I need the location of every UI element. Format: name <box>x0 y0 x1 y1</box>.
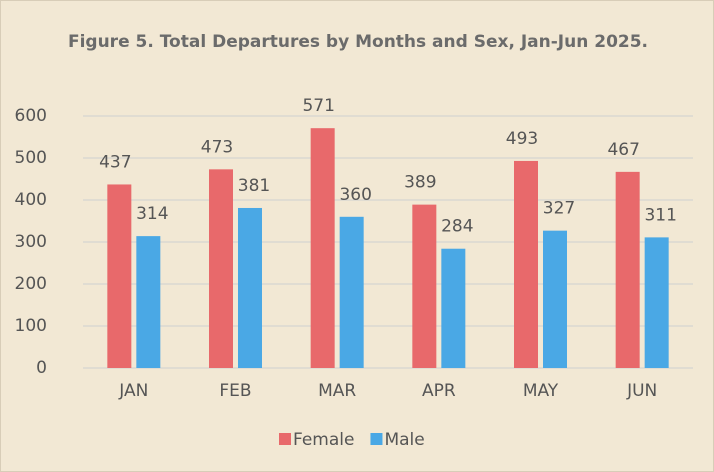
bar <box>340 217 364 368</box>
x-tick-label: FEB <box>219 381 251 401</box>
data-label: 314 <box>136 204 168 224</box>
x-tick-label: MAR <box>318 381 356 401</box>
data-label: 467 <box>607 140 639 160</box>
chart-container: Figure 5. Total Departures by Months and… <box>0 0 714 472</box>
y-tick-label: 500 <box>15 148 47 168</box>
data-label: 311 <box>644 205 676 225</box>
y-tick-label: 400 <box>15 190 47 210</box>
bar <box>412 205 436 368</box>
legend-label: Female <box>293 430 354 450</box>
chart: 0 100 200 300 400 500 600 JAN 437 314 FEB 473381 MAR… <box>1 1 713 471</box>
y-tick-label: 200 <box>15 274 47 294</box>
legend-swatch <box>370 433 382 445</box>
legend-label: Male <box>384 430 424 450</box>
bar <box>645 237 669 368</box>
bar <box>311 128 335 368</box>
bar <box>238 208 262 368</box>
data-label: 473 <box>201 137 233 157</box>
data-label: 381 <box>238 176 270 196</box>
x-tick-label: JAN <box>118 381 148 401</box>
x-tick-label: JUN <box>626 381 657 401</box>
data-label: 360 <box>339 185 371 205</box>
data-label: 571 <box>302 96 334 116</box>
x-tick-label: MAY <box>523 381 559 401</box>
data-label: 284 <box>441 217 473 237</box>
y-tick-label: 100 <box>15 316 47 336</box>
bar <box>441 249 465 368</box>
y-tick-label: 600 <box>15 106 47 126</box>
x-tick-label: APR <box>422 381 456 401</box>
data-label: 437 <box>99 152 131 172</box>
y-tick-label: 300 <box>15 232 47 252</box>
bar <box>136 236 160 368</box>
bar <box>107 184 131 368</box>
bar <box>514 161 538 368</box>
data-label: 493 <box>506 129 538 149</box>
y-tick-label: 0 <box>36 358 47 378</box>
bar <box>209 169 233 368</box>
data-label: 389 <box>404 173 436 193</box>
legend-swatch <box>279 433 291 445</box>
data-label: 327 <box>543 199 575 219</box>
bar <box>543 231 567 368</box>
bar <box>616 172 640 368</box>
